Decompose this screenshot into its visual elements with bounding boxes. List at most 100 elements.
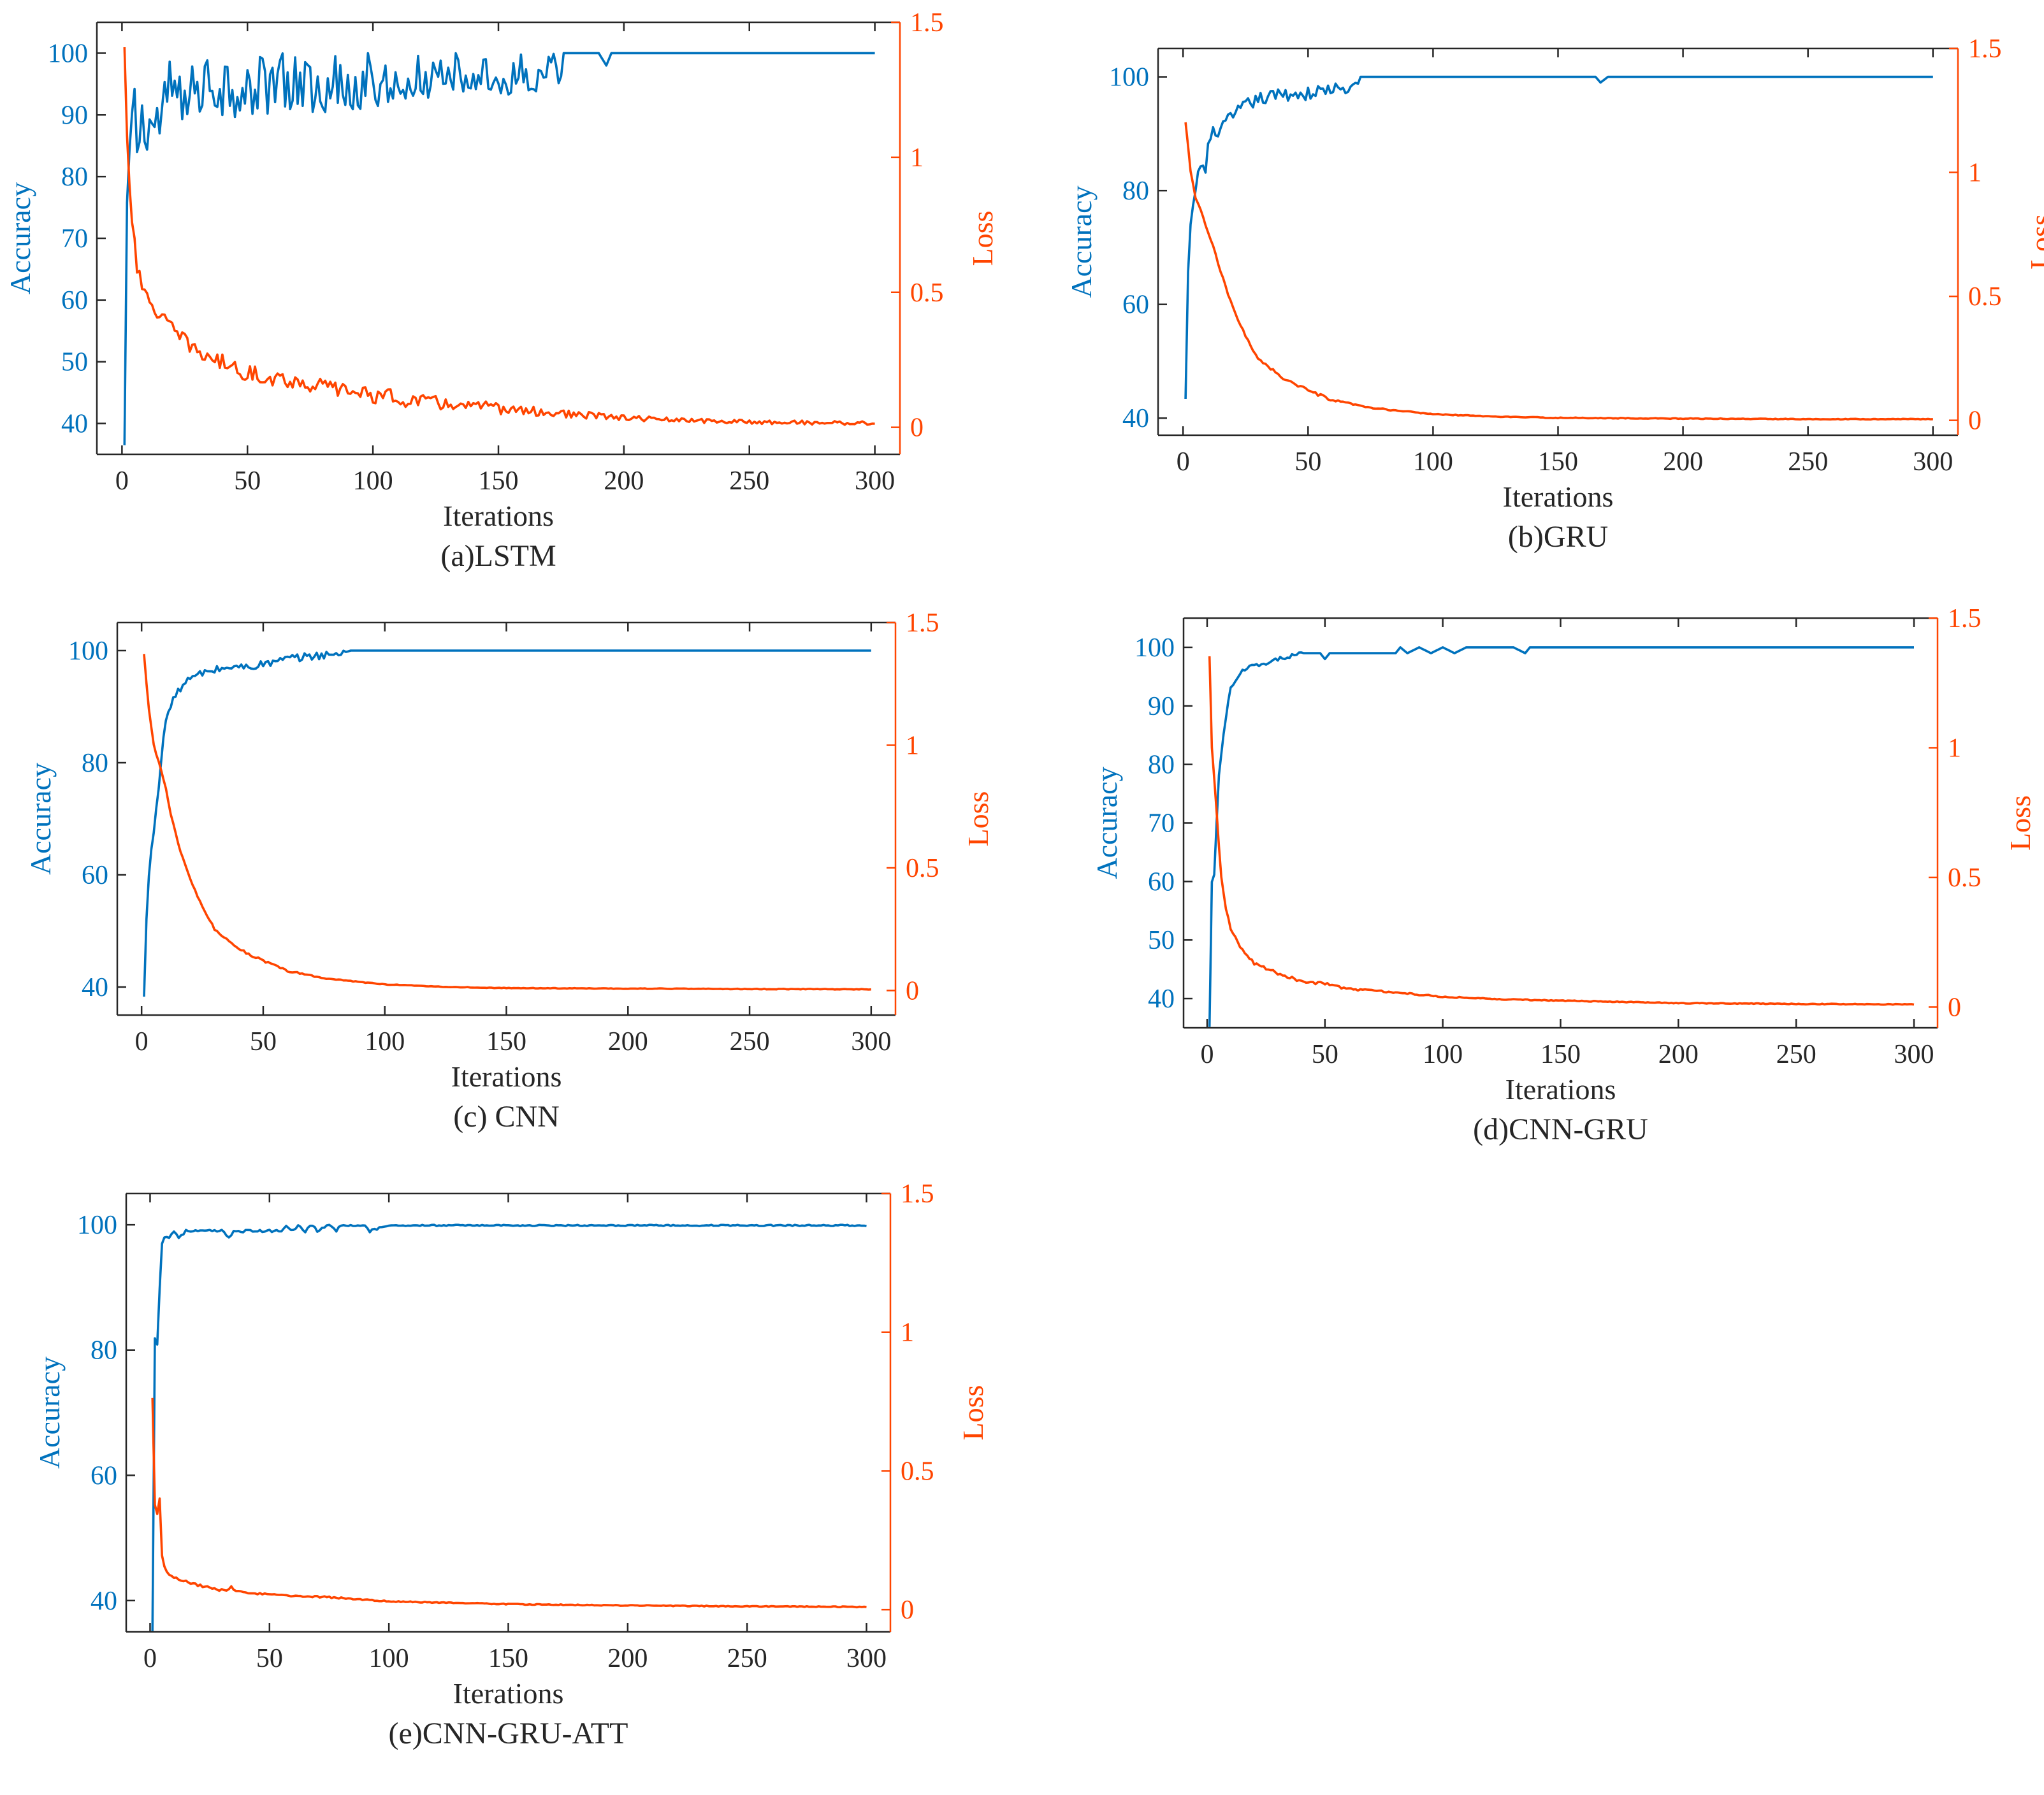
x-axis-label: Iterations (453, 1677, 564, 1710)
y-tick-label: 100 (1134, 633, 1175, 663)
chart-panel-c-cnn: 0 50 100 150 200 250 300 40 60 80 100 0 0.5 1 1.5 Itera… (24, 609, 994, 1134)
y2-tick-label: 1 (910, 143, 924, 173)
y2-axis-label: Loss (962, 791, 994, 847)
y-tick-label: 40 (1122, 404, 1149, 433)
panel-caption: (d)CNN-GRU (1473, 1113, 1648, 1146)
y-tick-label: 80 (1148, 751, 1175, 780)
x-tick-label: 300 (1913, 447, 1953, 477)
chart-panel-b-gru: 0 50 100 150 200 250 300 40 60 80 100 0 0.5 1 1.5 Itera… (1065, 34, 2044, 554)
y-tick-label: 60 (91, 1461, 117, 1490)
y-axis-label: Accuracy (4, 182, 36, 294)
x-tick-label: 100 (1413, 447, 1453, 477)
y-tick-label: 80 (82, 749, 108, 778)
y-axis-label: Accuracy (1091, 767, 1123, 879)
x-tick-label: 50 (1312, 1040, 1338, 1069)
y2-tick-label: 0.5 (1948, 863, 1982, 893)
y-tick-label: 60 (82, 861, 108, 890)
x-tick-label: 100 (369, 1644, 409, 1673)
x-tick-label: 150 (488, 1644, 528, 1673)
x-tick-label: 50 (1294, 447, 1321, 477)
y-tick-label: 100 (77, 1211, 117, 1240)
y-tick-label: 70 (1148, 809, 1175, 839)
y2-tick-label: 0.5 (1968, 282, 2002, 312)
x-tick-label: 300 (855, 466, 895, 496)
x-tick-label: 300 (1894, 1040, 1934, 1069)
x-tick-label: 200 (1663, 447, 1703, 477)
x-axis-label: Iterations (443, 500, 554, 532)
y-tick-label: 90 (61, 101, 88, 130)
x-tick-label: 300 (846, 1644, 887, 1673)
y2-tick-label: 1 (1948, 733, 1961, 763)
y2-tick-label: 0 (901, 1596, 914, 1625)
y2-tick-label: 1.5 (906, 609, 939, 638)
y-tick-label: 40 (1148, 984, 1175, 1014)
accuracy-line (1208, 646, 1914, 1027)
panel-caption: (b)GRU (1508, 520, 1608, 554)
y2-axis-label: Loss (2024, 214, 2044, 270)
x-tick-label: 0 (1177, 447, 1190, 477)
y2-tick-label: 1 (906, 732, 919, 761)
y2-tick-label: 1.5 (1948, 604, 1982, 633)
y-tick-label: 100 (68, 637, 108, 666)
y-tick-label: 40 (61, 410, 88, 439)
y-tick-label: 60 (61, 286, 88, 315)
y2-tick-label: 0.5 (901, 1457, 934, 1486)
y-tick-label: 50 (61, 348, 88, 377)
chart-panel-d-cnn-gru: 0 50 100 150 200 250 300 40 50 60 70 80 90 100 0 0.5 1 1.… (1091, 604, 2036, 1146)
x-tick-label: 100 (353, 466, 393, 496)
x-tick-label: 0 (1200, 1040, 1214, 1069)
y2-tick-label: 1.5 (1968, 34, 2002, 64)
y2-tick-label: 0.5 (910, 278, 944, 308)
y-tick-label: 70 (61, 224, 88, 254)
y-axis-label: Accuracy (24, 763, 57, 875)
accuracy-line (143, 649, 871, 997)
y2-tick-label: 1 (901, 1318, 914, 1348)
y-axis-label: Accuracy (1065, 185, 1098, 298)
y-tick-label: 90 (1148, 692, 1175, 721)
loss-line (123, 47, 875, 426)
loss-line (151, 1397, 867, 1609)
x-tick-label: 200 (607, 1644, 648, 1673)
x-axis-label: Iterations (451, 1060, 562, 1093)
x-tick-label: 0 (115, 466, 129, 496)
y-tick-label: 50 (1148, 926, 1175, 955)
x-axis-label: Iterations (1503, 480, 1614, 513)
y-tick-label: 40 (91, 1587, 117, 1616)
accuracy-line (151, 1223, 867, 1631)
y-tick-label: 80 (91, 1336, 117, 1366)
panel-caption: (e)CNN-GRU-ATT (389, 1717, 628, 1750)
chart-panel-a-lstm: 0 50 100 150 200 250 300 40 50 60 70 80 90 100 0 0.5 1 1.… (4, 8, 999, 573)
x-tick-label: 50 (250, 1027, 277, 1056)
y2-axis-label: Loss (957, 1385, 989, 1441)
y-axis-label: Accuracy (33, 1357, 66, 1469)
loss-line (1208, 656, 1915, 1006)
y2-tick-label: 0 (1968, 407, 1982, 436)
x-tick-label: 150 (479, 466, 519, 496)
y2-axis-label: Loss (2004, 795, 2036, 851)
x-tick-label: 50 (234, 466, 261, 496)
x-tick-label: 250 (727, 1644, 767, 1673)
y-tick-label: 100 (48, 39, 88, 68)
x-tick-label: 100 (1423, 1040, 1463, 1069)
y2-tick-label: 0.5 (906, 854, 939, 883)
x-tick-label: 0 (143, 1644, 157, 1673)
x-tick-label: 250 (1788, 447, 1828, 477)
accuracy-line (123, 52, 875, 445)
x-tick-label: 200 (1658, 1040, 1699, 1069)
y2-axis-label: Loss (966, 211, 999, 266)
loss-line (143, 654, 871, 991)
x-tick-label: 250 (730, 1027, 770, 1056)
x-tick-label: 200 (608, 1027, 648, 1056)
y-tick-label: 100 (1109, 63, 1149, 92)
x-tick-label: 0 (135, 1027, 149, 1056)
y2-tick-label: 1 (1968, 159, 1982, 188)
x-tick-label: 150 (486, 1027, 526, 1056)
x-tick-label: 100 (365, 1027, 405, 1056)
accuracy-line (1184, 75, 1933, 400)
y-tick-label: 80 (61, 162, 88, 192)
y-tick-label: 60 (1148, 867, 1175, 897)
y2-tick-label: 0 (1948, 993, 1961, 1022)
loss-line (1184, 122, 1933, 421)
x-tick-label: 150 (1540, 1040, 1581, 1069)
